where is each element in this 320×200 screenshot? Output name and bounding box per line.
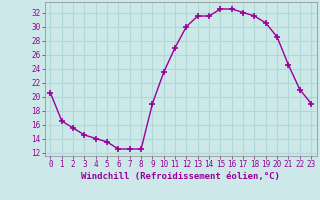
X-axis label: Windchill (Refroidissement éolien,°C): Windchill (Refroidissement éolien,°C)	[81, 172, 280, 181]
